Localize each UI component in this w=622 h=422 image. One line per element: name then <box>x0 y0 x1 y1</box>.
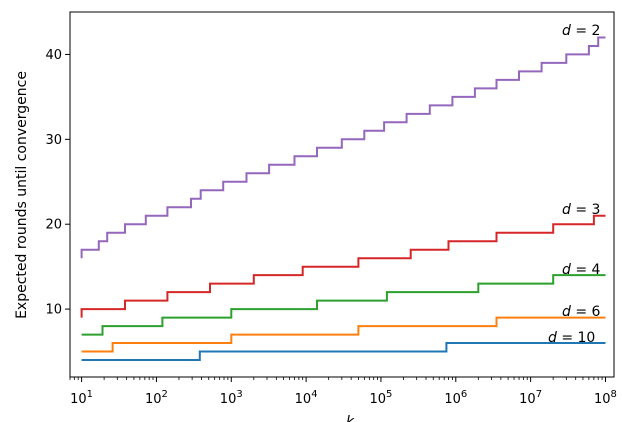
x-tick-label: 103 <box>220 389 243 407</box>
x-tick-label: 104 <box>295 389 318 407</box>
x-tick-label: 102 <box>145 389 168 407</box>
x-tick-label: 106 <box>444 389 467 407</box>
y-axis-ticks: 10 20 30 40 <box>45 48 70 318</box>
x-axis-ticks: 101 102 103 104 105 106 107 108 <box>69 377 617 407</box>
series-line-4 <box>81 342 606 361</box>
y-tick-label: 30 <box>45 133 62 148</box>
series-line-2 <box>81 274 606 336</box>
series-label-d2: d = 2 <box>562 23 600 39</box>
x-tick-label: 101 <box>70 389 93 407</box>
series-label-d10: d = 10 <box>548 330 595 346</box>
x-tick-label: 108 <box>594 389 617 407</box>
series-line-1 <box>80 214 606 318</box>
series-label-d4: d = 4 <box>562 262 601 278</box>
x-tick-label: 107 <box>519 389 542 407</box>
series-layer <box>80 36 606 361</box>
plot-frame <box>69 11 615 378</box>
y-tick-label: 10 <box>45 303 62 318</box>
series-labels: d = 2 d = 3 d = 4 d = 6 d = 10 <box>548 23 601 346</box>
x-tick-label: 105 <box>369 389 392 407</box>
series-line-0 <box>80 36 606 259</box>
y-tick-label: 40 <box>45 48 62 63</box>
series-label-d3: d = 3 <box>562 202 600 218</box>
series-line-3 <box>81 316 606 353</box>
series-label-d6: d = 6 <box>562 304 601 320</box>
y-tick-label: 20 <box>45 218 62 233</box>
x-axis-label: k <box>346 414 355 422</box>
y-axis-label: Expected rounds until convergence <box>14 71 30 319</box>
